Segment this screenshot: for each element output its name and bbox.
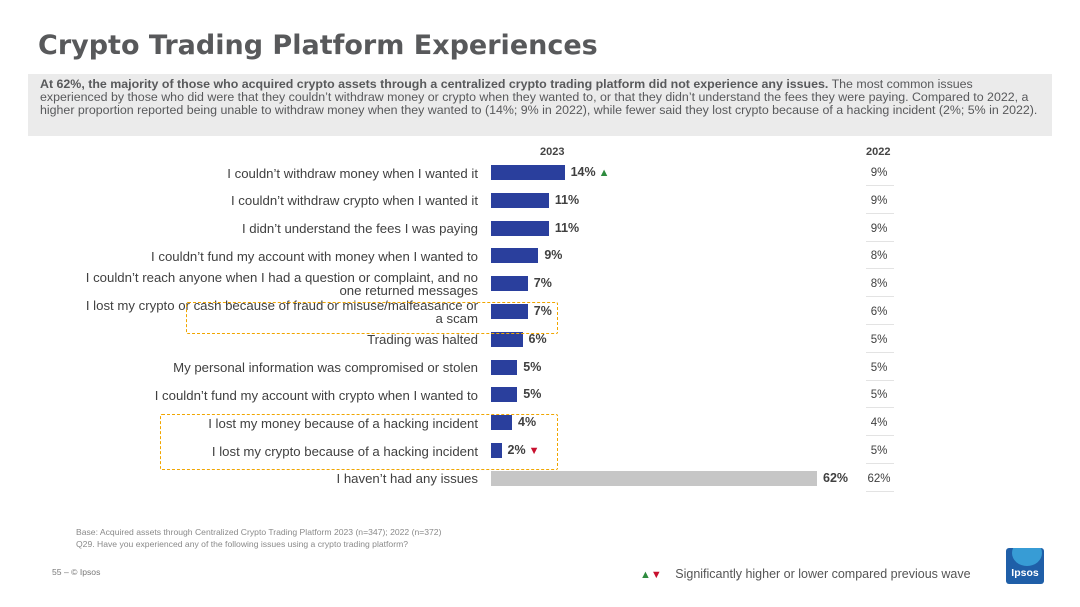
value-label-2023: 7%: [534, 276, 552, 291]
legend-text: Significantly higher or lower compared p…: [675, 567, 970, 581]
logo-swoosh: [1012, 548, 1042, 566]
row-divider-2022: [866, 268, 894, 269]
category-label: My personal information was compromised …: [78, 354, 478, 382]
bar-2023: [491, 387, 517, 402]
bar-2023: [491, 193, 549, 208]
category-label: I couldn’t fund my account with crypto w…: [78, 381, 478, 409]
value-label-2023: 11%: [555, 193, 579, 208]
row-divider-2022: [866, 241, 894, 242]
row-divider-2022: [866, 185, 894, 186]
highlight-box-hacking: [160, 414, 558, 470]
value-label-2022: 62%: [866, 472, 892, 487]
bar-2023: [491, 276, 528, 291]
row-divider-2022: [866, 491, 894, 492]
value-label-2023: 14% ▲: [571, 165, 610, 181]
value-label-2022: 9%: [866, 194, 892, 209]
value-label-2023: 9%: [544, 248, 562, 263]
value-label-2022: 9%: [866, 222, 892, 237]
logo-text: Ipsos: [1006, 567, 1044, 579]
category-label: I couldn’t withdraw money when I wanted …: [78, 159, 478, 187]
bar-2023: [491, 471, 817, 486]
value-label-2022: 5%: [866, 444, 892, 459]
value-label-2023: 11%: [555, 221, 579, 236]
row-divider-2022: [866, 352, 894, 353]
value-label-2022: 6%: [866, 305, 892, 320]
triangle-down-icon: ▼: [651, 569, 662, 581]
page-footer: 55 – © Ipsos: [52, 567, 100, 577]
value-label-2023: 5%: [523, 360, 541, 375]
value-label-2022: 5%: [866, 333, 892, 348]
significance-up-icon: ▲: [599, 167, 610, 179]
value-label-2022: 5%: [866, 361, 892, 376]
footnote: Base: Acquired assets through Centralize…: [76, 527, 441, 550]
category-label: I couldn’t fund my account with money wh…: [78, 242, 478, 270]
bar-2023: [491, 221, 549, 236]
row-divider-2022: [866, 324, 894, 325]
significance-legend: ▲▼ Significantly higher or lower compare…: [640, 567, 971, 581]
value-label-2023: 62%: [823, 471, 848, 486]
bar-2023: [491, 165, 565, 180]
bar-2023: [491, 360, 517, 375]
row-divider-2022: [866, 463, 894, 464]
value-label-2023: 5%: [523, 387, 541, 402]
value-text: 14%: [571, 165, 596, 179]
value-label-2023: 6%: [529, 332, 547, 347]
value-label-2022: 4%: [866, 416, 892, 431]
row-divider-2022: [866, 435, 894, 436]
footnote-base: Base: Acquired assets through Centralize…: [76, 527, 441, 539]
value-label-2022: 5%: [866, 388, 892, 403]
value-label-2022: 9%: [866, 166, 892, 181]
row-divider-2022: [866, 296, 894, 297]
header-2022: 2022: [866, 146, 890, 158]
triangle-up-icon: ▲: [640, 569, 651, 581]
value-text: 11%: [555, 221, 579, 235]
row-divider-2022: [866, 213, 894, 214]
bar-2023: [491, 248, 538, 263]
value-text: 11%: [555, 193, 579, 207]
summary-box: At 62%, the majority of those who acquir…: [28, 74, 1052, 136]
row-divider-2022: [866, 380, 894, 381]
footnote-question: Q29. Have you experienced any of the fol…: [76, 539, 441, 551]
category-label: I couldn’t reach anyone when I had a que…: [78, 270, 478, 298]
header-2023: 2023: [540, 146, 564, 158]
category-label: I couldn’t withdraw crypto when I wanted…: [78, 187, 478, 215]
value-text: 9%: [544, 248, 562, 262]
value-label-2022: 8%: [866, 277, 892, 292]
value-text: 7%: [534, 276, 552, 290]
value-text: 5%: [523, 360, 541, 374]
page-title: Crypto Trading Platform Experiences: [38, 30, 598, 61]
value-text: 62%: [823, 471, 848, 485]
value-text: 5%: [523, 387, 541, 401]
ipsos-logo: Ipsos: [1006, 548, 1044, 584]
value-label-2022: 8%: [866, 249, 892, 264]
bar-2023: [491, 332, 523, 347]
category-label: I didn’t understand the fees I was payin…: [78, 215, 478, 243]
highlight-box-fraud: [186, 302, 558, 334]
row-divider-2022: [866, 407, 894, 408]
